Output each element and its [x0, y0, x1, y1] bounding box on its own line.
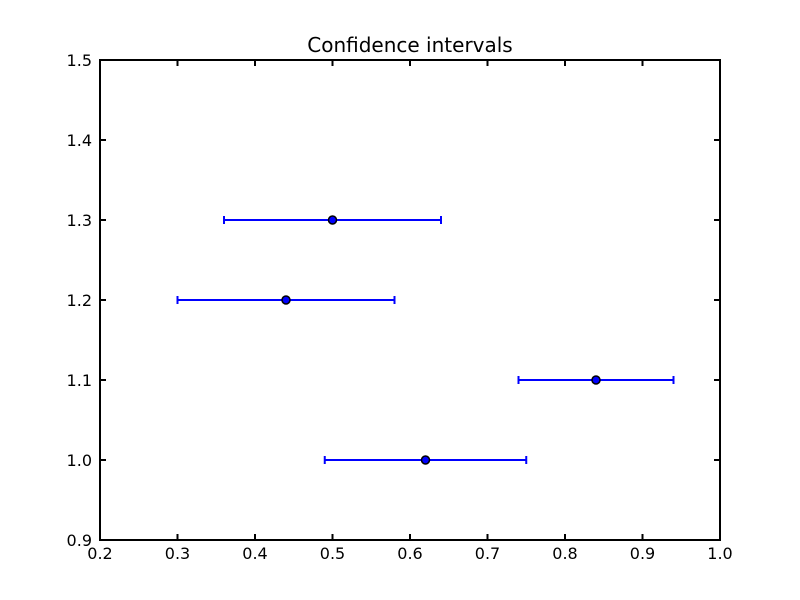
y-tick-label: 1.3 [67, 211, 92, 230]
x-tick-label: 0.6 [397, 544, 422, 563]
data-point-marker [591, 375, 601, 385]
x-tick-label: 0.3 [165, 544, 190, 563]
data-point-marker [281, 295, 291, 305]
x-tick-label: 0.8 [552, 544, 577, 563]
chart-title: Confidence intervals [307, 33, 512, 57]
x-tick-label: 0.9 [630, 544, 655, 563]
data-point-marker [327, 215, 338, 225]
x-tick-label: 0.7 [475, 544, 500, 563]
y-tick-label: 1.0 [67, 451, 92, 470]
x-tick-label: 1.0 [707, 544, 732, 563]
y-tick-label: 0.9 [67, 531, 92, 550]
x-tick-label: 0.4 [242, 544, 267, 563]
y-tick-label: 1.2 [67, 291, 92, 310]
x-tick-label: 0.5 [320, 544, 345, 563]
plot-border [99, 59, 721, 541]
x-tick-label: 0.2 [87, 544, 112, 563]
data-point-marker [420, 455, 431, 465]
y-tick-label: 1.4 [67, 131, 92, 150]
y-tick-label: 1.1 [67, 371, 92, 390]
error-bars-layer [176, 215, 675, 465]
y-tick-label: 1.5 [67, 51, 92, 70]
axis-ticks-layer: 0.2 0.3 0.4 0.5 0.6 0.7 0.8 0.9 1.0 0.9 1.0 1.1 1.2 1… [67, 51, 733, 563]
